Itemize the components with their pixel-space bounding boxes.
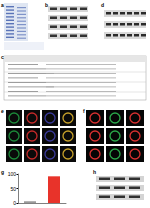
svg-text:a: a bbox=[1, 2, 4, 8]
svg-text:0: 0 bbox=[13, 200, 16, 206]
svg-text:100: 100 bbox=[8, 171, 17, 177]
svg-text:h: h bbox=[93, 169, 96, 175]
svg-text:b: b bbox=[45, 2, 48, 8]
svg-text:d: d bbox=[101, 2, 104, 8]
svg-text:f: f bbox=[83, 108, 85, 114]
svg-text:c: c bbox=[1, 54, 4, 60]
svg-text:g: g bbox=[1, 169, 4, 175]
svg-text:e: e bbox=[1, 108, 4, 114]
svg-text:50: 50 bbox=[10, 186, 16, 192]
